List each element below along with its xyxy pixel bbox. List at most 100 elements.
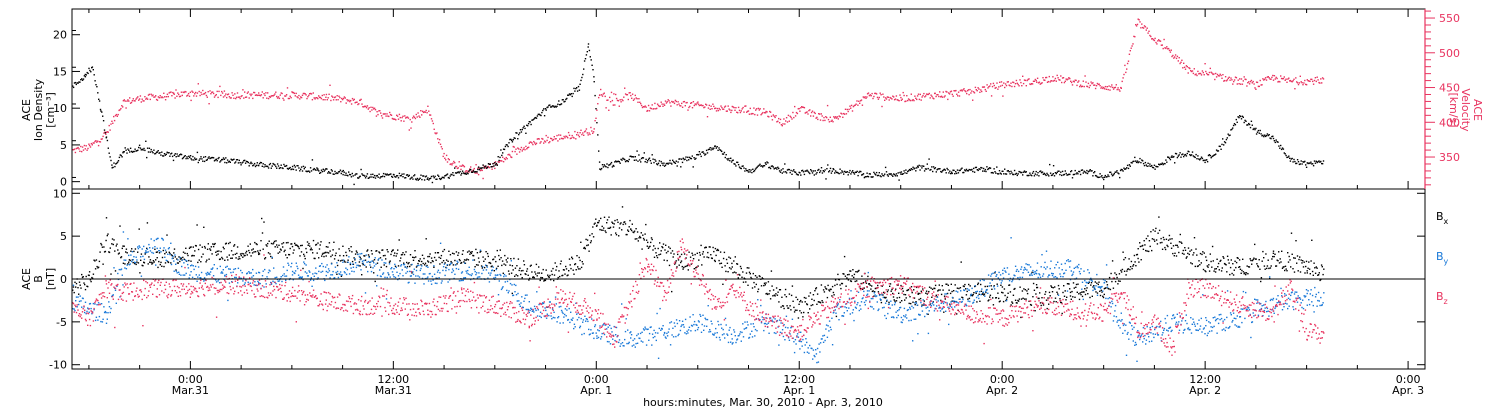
density-series-point — [751, 171, 753, 174]
velocity-series-point — [1210, 71, 1212, 73]
density-series-point — [415, 179, 418, 181]
velocity-series-point — [143, 100, 145, 102]
bx-series-point — [543, 280, 545, 282]
density-series-point — [950, 171, 953, 173]
density-series-point — [1086, 172, 1089, 175]
bx-series-point — [142, 265, 144, 267]
bx-series-point — [116, 243, 118, 245]
velocity-series-point — [1038, 81, 1041, 83]
density-series-point — [1059, 173, 1061, 176]
density-series-point — [970, 169, 972, 171]
density-series-point — [1079, 173, 1082, 176]
velocity-series-point — [863, 97, 865, 99]
density-series-point — [600, 168, 602, 171]
bx-series-point — [804, 301, 806, 303]
velocity-series-point — [915, 97, 917, 99]
density-series-point — [1252, 128, 1254, 131]
density-series-point — [642, 157, 645, 159]
velocity-series-point — [273, 94, 275, 96]
density-series-point — [1080, 169, 1083, 171]
velocity-series-point — [776, 121, 778, 123]
velocity-series-point — [1132, 43, 1134, 45]
density-series-point — [89, 69, 91, 72]
bx-series-point — [125, 248, 128, 250]
density-series-point — [767, 162, 769, 164]
bx-series-point — [666, 259, 668, 262]
density-series-point — [796, 173, 799, 176]
bx-series-point — [245, 252, 247, 254]
by-series-point — [184, 274, 186, 276]
velocity-series-point — [702, 104, 704, 107]
density-series-point — [806, 169, 808, 171]
velocity-series-point — [876, 96, 879, 99]
density-series-point — [934, 167, 937, 169]
velocity-series-point — [235, 96, 238, 98]
bx-series-point — [297, 246, 300, 248]
bx-series-point — [1069, 291, 1072, 294]
velocity-series-point — [754, 113, 756, 116]
bx-series-point — [1312, 274, 1314, 276]
bx-series-point — [1102, 295, 1104, 297]
velocity-series-point — [1191, 70, 1194, 72]
density-series-point — [831, 170, 833, 172]
bx-series-point — [241, 252, 243, 255]
bx-series-point — [1186, 256, 1188, 258]
density-series-point — [917, 166, 919, 168]
bx-series-point — [1314, 272, 1317, 274]
bx-series-point — [1257, 265, 1259, 267]
velocity-series-point — [467, 170, 469, 172]
density-series-point — [285, 165, 287, 167]
bx-series-point — [960, 261, 962, 263]
bx-series-point — [483, 266, 486, 269]
by-series-point — [229, 268, 231, 270]
bx-series-point — [519, 267, 521, 269]
bx-series-point — [164, 253, 166, 255]
velocity-series-point — [1269, 78, 1271, 80]
bx-series-point — [393, 254, 395, 257]
bx-series-point — [418, 260, 421, 262]
velocity-series-point — [1243, 76, 1245, 78]
bx-series-point — [562, 274, 564, 277]
bx-series-point — [148, 256, 150, 258]
bx-series-point — [1126, 270, 1128, 272]
density-series-point — [1103, 176, 1106, 178]
bx-series-point — [511, 265, 514, 267]
bx-series-point — [1103, 293, 1105, 296]
bx-series-point — [1266, 267, 1268, 270]
velocity-series-point — [1274, 78, 1276, 80]
velocity-series-point — [324, 99, 326, 101]
velocity-series-point — [940, 95, 943, 97]
bx-series-point — [711, 257, 713, 260]
velocity-series-point — [1059, 79, 1061, 81]
velocity-series-point — [1150, 35, 1152, 38]
bx-series-point — [385, 258, 387, 260]
density-series-point — [498, 159, 500, 162]
velocity-series-point — [520, 146, 523, 149]
velocity-series-point — [199, 94, 201, 97]
velocity-series-point — [1107, 88, 1109, 91]
bx-series-point — [131, 248, 133, 250]
velocity-series-point — [575, 138, 577, 140]
velocity-series-point — [681, 106, 684, 108]
bx-series-point — [457, 252, 460, 254]
bx-series-point — [781, 305, 784, 307]
density-series-point — [805, 170, 807, 172]
density-series-point — [804, 170, 806, 172]
density-series-point — [138, 144, 141, 146]
bx-series-point — [433, 266, 435, 268]
density-series-point — [270, 167, 272, 169]
velocity-series-point — [402, 115, 404, 117]
velocity-series-point — [958, 95, 961, 97]
density-series-point — [333, 173, 335, 175]
by-series-point — [389, 276, 391, 278]
density-series-point — [921, 167, 923, 169]
velocity-series-point — [421, 114, 423, 116]
velocity-series-point — [997, 88, 999, 90]
by-series-point — [312, 273, 314, 275]
density-series-point — [162, 155, 164, 157]
velocity-series-point — [994, 87, 996, 89]
density-series-point — [170, 153, 172, 155]
by-series-point — [78, 303, 80, 306]
velocity-series-point — [511, 150, 514, 153]
velocity-series-point — [254, 94, 257, 96]
